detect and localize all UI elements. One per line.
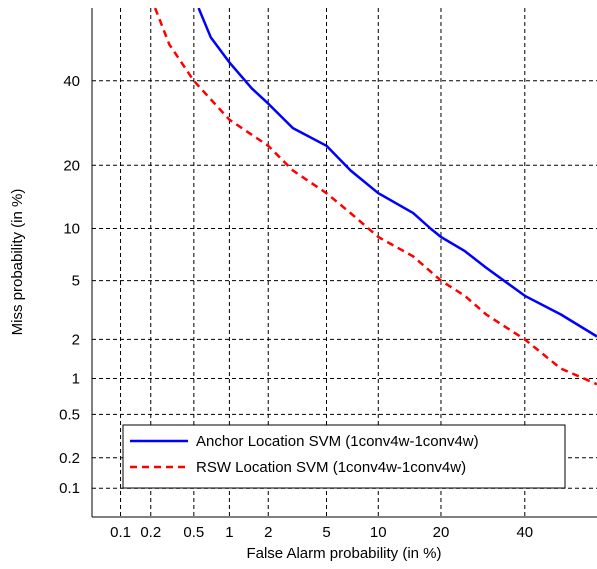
y-tick-label: 10	[63, 220, 80, 237]
x-tick-label: 1	[225, 524, 233, 541]
legend-label-anchor: Anchor Location SVM (1conv4w-1conv4w)	[196, 433, 479, 450]
y-tick-label: 40	[63, 73, 80, 90]
legend-label-rsw: RSW Location SVM (1conv4w-1conv4w)	[196, 459, 466, 476]
x-tick-label: 0.5	[183, 524, 204, 541]
y-axis-label: Miss probability (in %)	[9, 189, 26, 336]
x-ticks: 0.1 0.2 0.5 1 2 5 10 20 40	[110, 524, 533, 541]
x-tick-label: 0.2	[140, 524, 161, 541]
x-tick-label: 0.1	[110, 524, 131, 541]
y-tick-label: 0.2	[59, 450, 80, 467]
x-tick-label: 2	[264, 524, 272, 541]
legend: Anchor Location SVM (1conv4w-1conv4w) RS…	[122, 424, 566, 489]
legend-box	[122, 424, 566, 489]
y-tick-label: 1	[72, 371, 80, 388]
y-tick-label: 20	[63, 157, 80, 174]
y-tick-label: 0.1	[59, 480, 80, 497]
x-tick-label: 5	[322, 524, 330, 541]
y-tick-label: 2	[72, 331, 80, 348]
y-tick-label: 0.5	[59, 406, 80, 423]
y-tick-label: 5	[72, 273, 80, 290]
series-layer	[153, 8, 597, 386]
y-ticks: 0.1 0.2 0.5 1 2 5 10 20 40	[59, 73, 80, 497]
x-tick-label: 10	[370, 524, 387, 541]
series-line-1	[153, 8, 597, 386]
x-axis-label: False Alarm probability (in %)	[246, 545, 441, 562]
x-tick-label: 20	[433, 524, 450, 541]
series-line-0	[197, 8, 597, 338]
x-tick-label: 40	[516, 524, 533, 541]
